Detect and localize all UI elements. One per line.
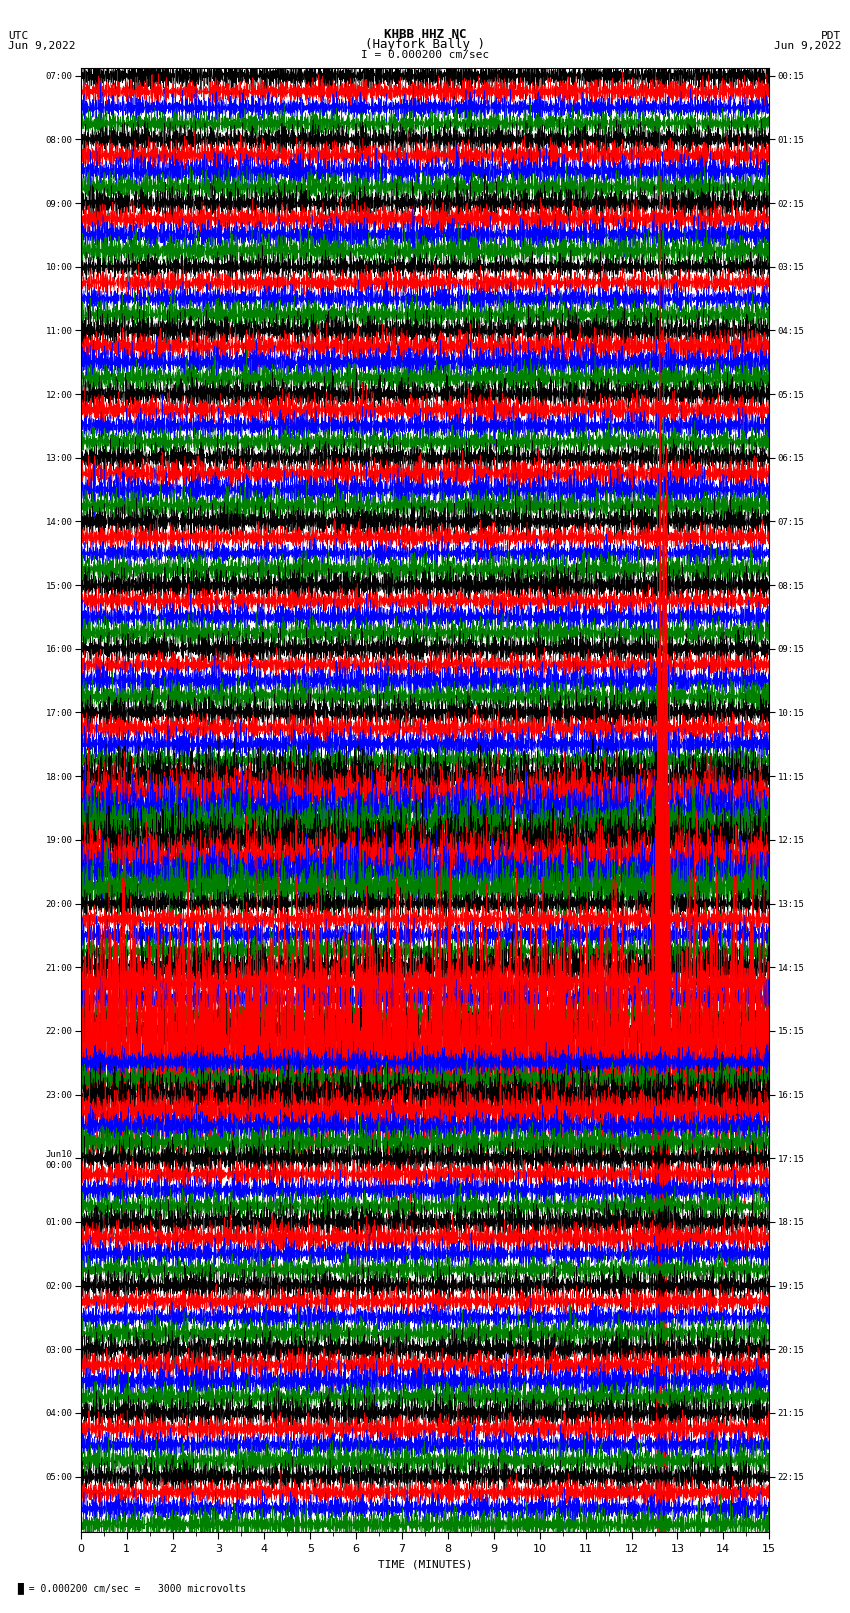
Text: █ = 0.000200 cm/sec =   3000 microvolts: █ = 0.000200 cm/sec = 3000 microvolts [17,1582,246,1594]
Text: (Hayfork Bally ): (Hayfork Bally ) [365,37,485,50]
Text: UTC: UTC [8,31,29,40]
X-axis label: TIME (MINUTES): TIME (MINUTES) [377,1560,473,1569]
Text: Jun 9,2022: Jun 9,2022 [774,40,842,50]
Text: I = 0.000200 cm/sec: I = 0.000200 cm/sec [361,50,489,60]
Text: KHBB HHZ NC: KHBB HHZ NC [383,27,467,40]
Text: PDT: PDT [821,31,842,40]
Text: Jun 9,2022: Jun 9,2022 [8,40,76,50]
